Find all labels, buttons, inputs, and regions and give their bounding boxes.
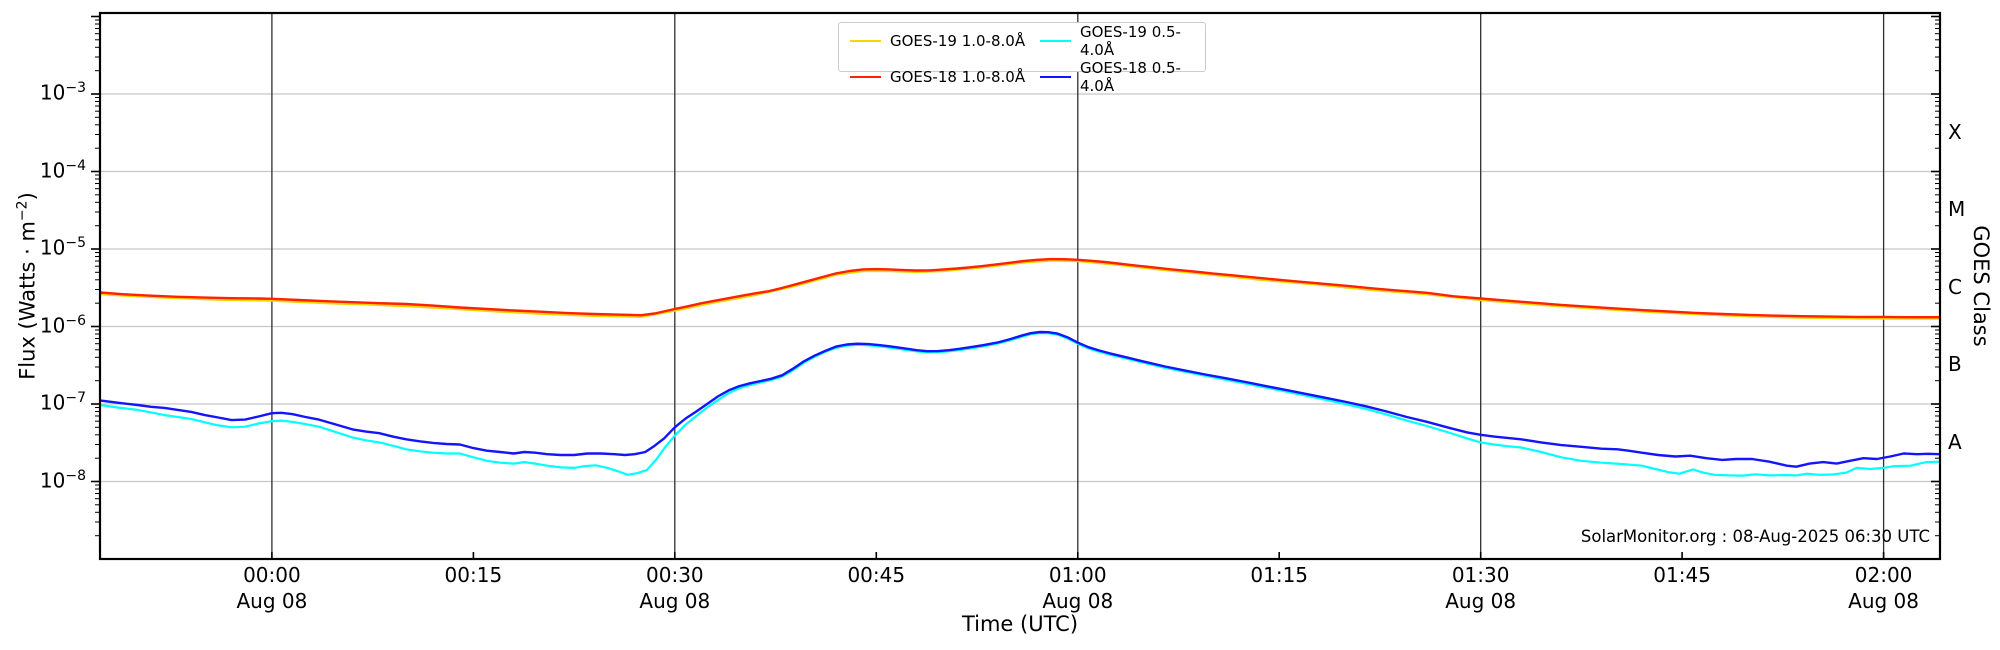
y-tick-label-1e-4: 10−4 (14, 158, 86, 183)
y-tick-label-1e-5: 10−5 (14, 235, 86, 260)
x-tick-label-01:00: 01:00 (1048, 563, 1107, 587)
series-curve-3 (100, 330, 1940, 468)
y-axis-label-suffix: ) (15, 192, 40, 201)
y-tick-base: 10 (39, 80, 66, 105)
y-tick-base: 10 (39, 235, 66, 260)
x-tick-label-01:15: 01:15 (1250, 563, 1309, 587)
y-tick-exponent: −4 (65, 157, 86, 174)
x-tick-date-00:30: Aug 08 (639, 589, 711, 613)
x-axis-label: Time (UTC) (961, 612, 1079, 636)
legend-line-goes18-long-icon (850, 75, 881, 79)
legend-item-goes19-long: GOES-19 1.0-8.0Å (839, 23, 1029, 59)
goes-class-letter-X: X (1948, 119, 1962, 144)
x-tick-label-00:00: 00:00 (243, 563, 301, 587)
y-tick-exponent: −3 (65, 80, 86, 96)
series-curve-0 (100, 259, 1940, 320)
goes-class-letter-A: A (1948, 429, 1962, 454)
legend-label-goes18-short: GOES-18 0.5-4.0Å (1080, 59, 1181, 95)
goes-class-letter-M: M (1948, 197, 1966, 222)
x-tick-label-02:00: 02:00 (1854, 563, 1913, 587)
x-tick-label-01:45: 01:45 (1653, 563, 1711, 587)
y-axis-label: Flux (Watts · m−2) (15, 192, 40, 380)
legend-label-goes19-short: GOES-19 0.5-4.0Å (1080, 23, 1181, 59)
y-tick-label-1e-7: 10−7 (14, 390, 86, 415)
x-tick-label-00:45: 00:45 (847, 563, 906, 587)
y-tick-label-1e-6: 10−6 (14, 313, 86, 338)
legend-line-goes19-long-icon (850, 39, 881, 43)
y-tick-base: 10 (39, 313, 66, 338)
y-tick-exponent: −7 (65, 390, 86, 406)
legend-label-goes19-long: GOES-19 1.0-8.0Å (890, 32, 1026, 50)
x-tick-date-02:00: Aug 08 (1848, 589, 1919, 613)
attribution-text: SolarMonitor.org : 08-Aug-2025 06:30 UTC (1580, 527, 1930, 546)
series-curve-1 (100, 257, 1940, 319)
legend-item-goes18-short: GOES-18 0.5-4.0Å (1029, 59, 1207, 95)
y-tick-base: 10 (39, 158, 66, 183)
y-tick-label-1e-3: 10−3 (14, 80, 86, 105)
y-tick-base: 10 (39, 390, 66, 415)
y-tick-base: 10 (39, 468, 66, 493)
x-tick-date-01:30: Aug 08 (1445, 589, 1517, 613)
x-tick-date-00:00: Aug 08 (236, 589, 308, 613)
y-tick-exponent: −8 (65, 467, 86, 484)
goes-class-letter-B: B (1948, 352, 1962, 377)
y-tick-exponent: −6 (65, 312, 86, 329)
x-tick-label-00:15: 00:15 (444, 563, 503, 587)
right-axis-label: GOES Class (1969, 225, 1993, 347)
legend-item-goes18-long: GOES-18 1.0-8.0Å (839, 59, 1029, 95)
legend-line-goes18-short-icon (1040, 75, 1071, 79)
y-tick-label-1e-8: 10−8 (14, 468, 86, 493)
legend-box: GOES-19 1.0-8.0Å GOES-18 1.0-8.0Å GOES-1… (838, 22, 1207, 95)
y-axis-label-exponent: −2 (14, 200, 31, 222)
goes-class-letter-C: C (1948, 274, 1962, 299)
legend-item-goes19-short: GOES-19 0.5-4.0Å (1029, 23, 1207, 59)
x-tick-label-01:30: 01:30 (1451, 563, 1510, 587)
x-tick-date-01:00: Aug 08 (1042, 589, 1114, 613)
x-tick-label-00:30: 00:30 (646, 563, 704, 587)
y-tick-exponent: −5 (65, 235, 86, 251)
axes-frame (98, 11, 1942, 561)
legend-line-goes19-short-icon (1040, 39, 1071, 43)
legend-label-goes18-long: GOES-18 1.0-8.0Å (890, 68, 1026, 86)
